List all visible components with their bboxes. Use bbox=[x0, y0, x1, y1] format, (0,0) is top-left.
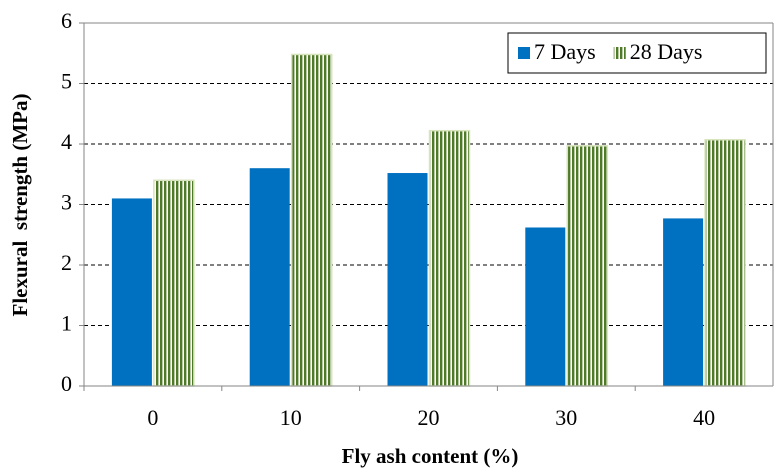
legend-box bbox=[507, 32, 767, 74]
x-tick-label: 10 bbox=[280, 405, 302, 430]
bar bbox=[387, 173, 428, 386]
y-tick-label: 5 bbox=[61, 69, 72, 94]
legend-label: 7 Days bbox=[534, 39, 596, 64]
x-tick-label: 0 bbox=[147, 405, 158, 430]
bar bbox=[153, 179, 195, 387]
y-tick-label: 1 bbox=[61, 311, 72, 336]
x-tick-label: 40 bbox=[693, 405, 715, 430]
bar bbox=[249, 168, 290, 386]
legend-label: 28 Days bbox=[630, 39, 703, 64]
y-tick-label: 3 bbox=[61, 190, 72, 215]
bar bbox=[111, 198, 152, 386]
bar bbox=[428, 129, 471, 387]
y-axis-title: Flexural strength (MPa) bbox=[8, 94, 32, 317]
x-tick-label: 20 bbox=[418, 405, 440, 430]
bar bbox=[704, 139, 746, 387]
bar bbox=[525, 227, 566, 386]
legend-swatch bbox=[518, 47, 530, 59]
y-tick-label: 2 bbox=[61, 250, 72, 275]
y-tick-label: 4 bbox=[61, 129, 72, 154]
x-axis-title: Fly ash content (%) bbox=[342, 444, 519, 468]
y-tick-label: 6 bbox=[61, 8, 72, 33]
legend-swatch bbox=[613, 47, 626, 59]
bar bbox=[663, 218, 704, 386]
y-tick-label: 0 bbox=[61, 371, 72, 396]
x-tick-label: 30 bbox=[555, 405, 577, 430]
bar bbox=[290, 53, 333, 387]
bar bbox=[566, 145, 609, 387]
